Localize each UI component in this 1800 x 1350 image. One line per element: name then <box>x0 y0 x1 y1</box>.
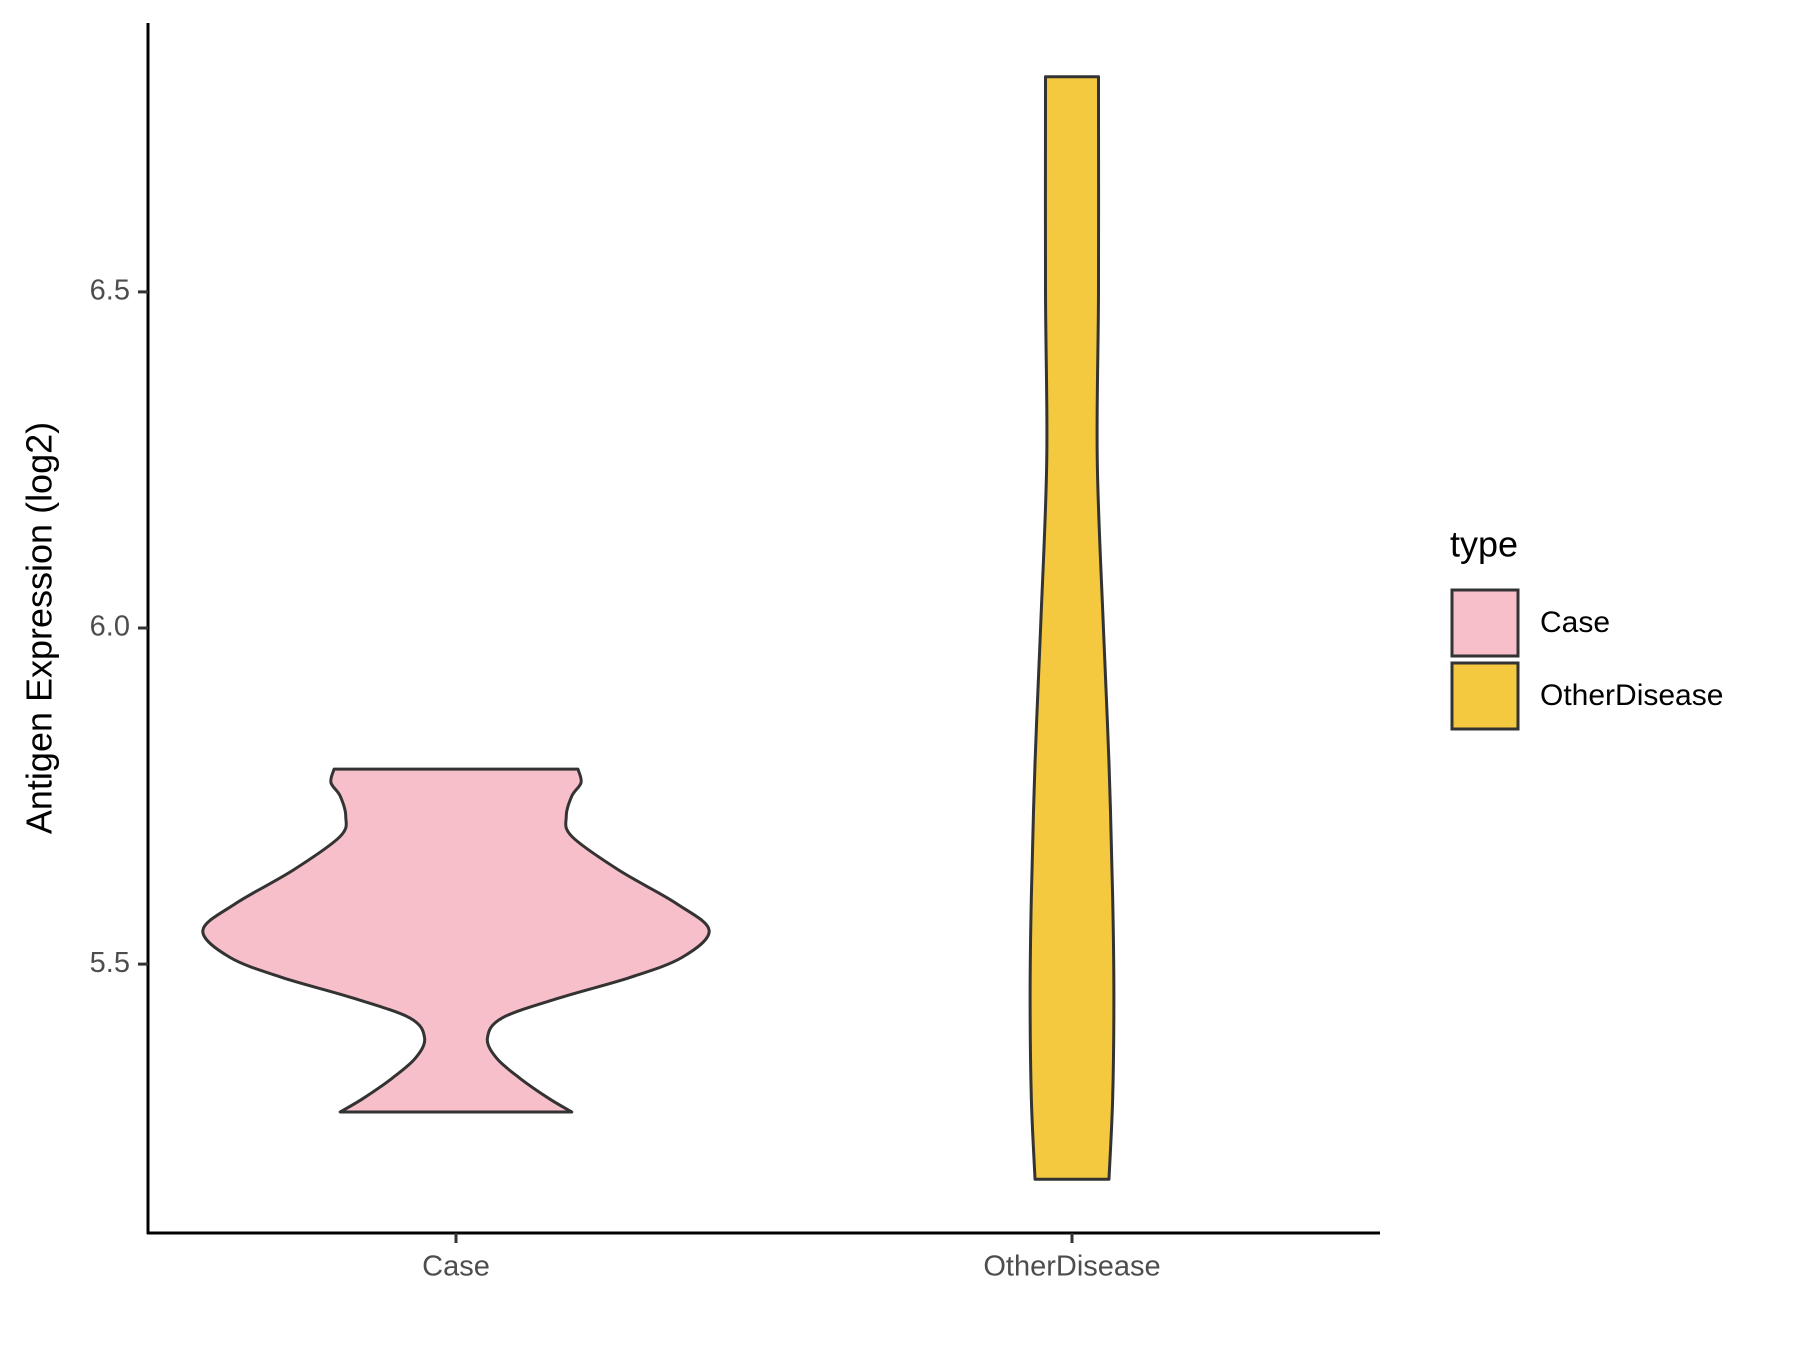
x-tick-label: OtherDisease <box>983 1251 1160 1283</box>
violin <box>201 767 711 1114</box>
legend-key <box>1450 661 1520 731</box>
y-axis-label: Antigen Expression (log2) <box>19 422 60 834</box>
y-tick-label: 6.0 <box>90 611 130 643</box>
legend-key <box>1450 588 1520 658</box>
y-tick-label: 5.5 <box>90 947 130 979</box>
violin <box>1028 75 1116 1181</box>
x-tick-label: Case <box>422 1251 490 1283</box>
legend-label: Case <box>1540 606 1610 639</box>
legend-label: OtherDisease <box>1540 679 1723 712</box>
legend-title: type <box>1450 524 1518 565</box>
y-tick-label: 6.5 <box>90 275 130 307</box>
